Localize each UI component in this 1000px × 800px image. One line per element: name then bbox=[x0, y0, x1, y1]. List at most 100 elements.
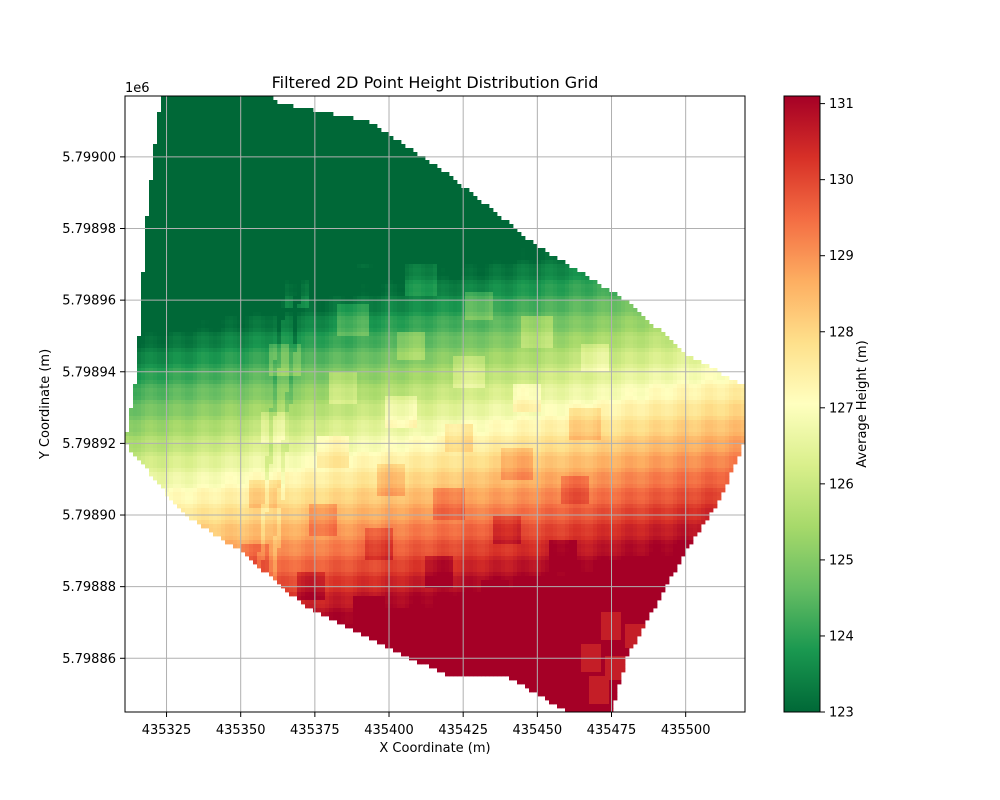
heat-cell bbox=[273, 304, 278, 309]
heat-cell bbox=[269, 296, 274, 301]
heat-cell bbox=[445, 228, 450, 233]
heat-cell bbox=[501, 228, 506, 233]
heat-cell bbox=[177, 288, 182, 293]
heat-cell bbox=[189, 280, 194, 285]
heat-cell bbox=[349, 304, 354, 309]
heat-cell bbox=[265, 288, 270, 293]
heat-cell bbox=[169, 184, 174, 189]
heatmap-cells bbox=[125, 96, 745, 712]
heat-cell bbox=[489, 276, 494, 281]
heat-cell bbox=[525, 292, 530, 297]
heat-cell bbox=[385, 224, 390, 229]
heat-cell bbox=[169, 212, 174, 217]
heat-cell bbox=[277, 244, 282, 249]
heat-cell bbox=[477, 216, 482, 221]
heat-cell bbox=[577, 292, 582, 297]
heat-cell bbox=[565, 316, 570, 321]
heat-cell bbox=[397, 208, 402, 213]
heat-cell bbox=[529, 244, 534, 249]
heat-cell bbox=[425, 212, 430, 217]
heat-cell bbox=[245, 176, 250, 181]
heat-cell bbox=[241, 100, 246, 105]
heat-cell bbox=[273, 196, 278, 201]
heat-cell bbox=[161, 160, 166, 165]
heat-cell bbox=[329, 148, 334, 153]
heat-cell bbox=[293, 276, 298, 281]
heat-cell bbox=[173, 144, 178, 149]
heat-cell bbox=[297, 324, 302, 329]
heat-cell bbox=[185, 108, 190, 113]
heat-cell bbox=[153, 184, 158, 189]
heat-cell bbox=[229, 284, 234, 289]
heat-cell bbox=[333, 296, 338, 301]
heat-cell bbox=[561, 292, 566, 297]
heat-cell bbox=[261, 204, 266, 209]
heat-cell bbox=[261, 96, 266, 101]
heat-cell bbox=[421, 300, 426, 305]
heat-cell bbox=[489, 208, 494, 213]
heat-cell bbox=[233, 144, 238, 149]
heat-cell bbox=[433, 316, 438, 321]
heat-cell bbox=[365, 228, 370, 233]
heat-cell bbox=[201, 324, 206, 329]
heat-cell bbox=[345, 316, 350, 321]
heat-cell bbox=[281, 192, 286, 197]
heat-cell bbox=[409, 220, 414, 225]
heat-cell bbox=[505, 320, 510, 325]
heat-cell bbox=[377, 264, 382, 269]
heat-cell bbox=[345, 300, 350, 305]
heat-cell bbox=[265, 280, 270, 285]
heat-cell bbox=[357, 160, 362, 165]
heat-cell bbox=[233, 176, 238, 181]
heat-cell bbox=[277, 220, 282, 225]
heat-cell bbox=[265, 284, 270, 289]
heat-cell bbox=[157, 312, 162, 317]
heat-cell bbox=[397, 188, 402, 193]
heat-cell bbox=[405, 260, 410, 265]
heat-cell bbox=[489, 232, 494, 237]
heat-cell bbox=[425, 208, 430, 213]
heat-cell bbox=[289, 204, 294, 209]
heat-cell bbox=[305, 284, 310, 289]
heat-cell bbox=[205, 160, 210, 165]
heat-cell bbox=[477, 308, 482, 313]
heat-cell bbox=[357, 272, 362, 277]
heat-cell bbox=[305, 124, 310, 129]
heat-cell bbox=[437, 292, 442, 297]
heat-cell bbox=[337, 264, 342, 269]
heat-cell bbox=[241, 304, 246, 309]
heat-cell bbox=[221, 160, 226, 165]
heat-cell bbox=[433, 284, 438, 289]
heat-cell bbox=[185, 308, 190, 313]
heat-cell bbox=[389, 156, 394, 161]
heat-cell bbox=[205, 224, 210, 229]
heat-cell bbox=[177, 260, 182, 265]
heat-cell bbox=[261, 288, 266, 293]
heat-cell bbox=[285, 188, 290, 193]
heat-cell bbox=[417, 192, 422, 197]
heat-cell bbox=[297, 152, 302, 157]
heat-cell bbox=[285, 180, 290, 185]
heat-cell bbox=[377, 132, 382, 137]
heat-cell bbox=[229, 268, 234, 273]
heat-cell bbox=[285, 184, 290, 189]
heat-cell bbox=[349, 152, 354, 157]
heat-cell bbox=[493, 248, 498, 253]
heat-cell bbox=[453, 268, 458, 273]
heat-cell bbox=[157, 116, 162, 121]
heat-cell bbox=[309, 300, 314, 305]
heat-cell bbox=[161, 300, 166, 305]
heat-cell bbox=[165, 312, 170, 317]
heat-cell bbox=[201, 256, 206, 261]
heat-cell bbox=[189, 300, 194, 305]
heat-cell bbox=[469, 260, 474, 265]
heat-cell bbox=[185, 196, 190, 201]
heat-cell bbox=[513, 252, 518, 257]
heat-cell bbox=[409, 248, 414, 253]
heat-cell bbox=[393, 256, 398, 261]
heat-cell bbox=[177, 228, 182, 233]
heat-cell bbox=[253, 248, 258, 253]
heat-cell bbox=[397, 280, 402, 285]
heat-cell bbox=[305, 188, 310, 193]
heat-cell bbox=[293, 184, 298, 189]
